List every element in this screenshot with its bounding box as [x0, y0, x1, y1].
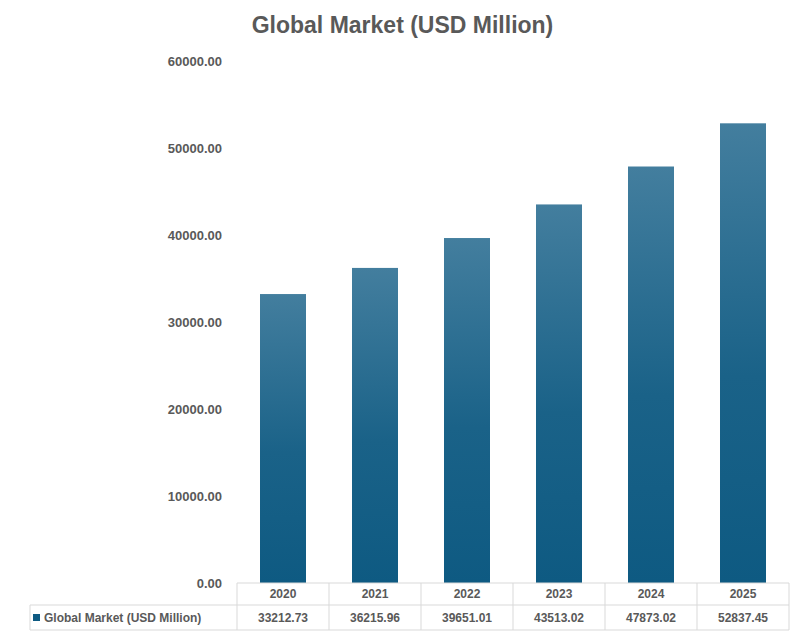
table-line	[329, 583, 330, 630]
bar	[720, 123, 766, 583]
legend-swatch	[33, 614, 40, 621]
y-tick-label: 20000.00	[168, 402, 222, 417]
bars	[260, 123, 766, 583]
table-line	[30, 605, 789, 606]
x-tick-label: 2024	[638, 587, 665, 601]
x-tick-label: 2025	[730, 587, 757, 601]
table-line	[513, 583, 514, 630]
table-line	[30, 605, 31, 630]
table-value: 39651.01	[442, 611, 492, 625]
table-value: 36215.96	[350, 611, 400, 625]
y-tick	[234, 235, 237, 236]
y-tick	[234, 322, 237, 323]
y-tick	[234, 409, 237, 410]
y-tick-label: 50000.00	[168, 141, 222, 156]
table-line	[30, 630, 789, 631]
chart-title: Global Market (USD Million)	[252, 12, 554, 38]
table-value: 43513.02	[534, 611, 584, 625]
bar	[352, 268, 398, 583]
bar	[536, 204, 582, 583]
table-line	[421, 583, 422, 630]
table-line	[605, 583, 606, 630]
y-tick-label: 10000.00	[168, 489, 222, 504]
legend-label: Global Market (USD Million)	[44, 611, 201, 625]
y-tick-label: 60000.00	[168, 54, 222, 69]
x-tick-label: 2020	[270, 587, 297, 601]
bar	[444, 238, 490, 583]
y-tick	[234, 148, 237, 149]
y-tick-label: 30000.00	[168, 315, 222, 330]
x-tick-label: 2023	[546, 587, 573, 601]
table-line	[697, 583, 698, 630]
table-value: 33212.73	[258, 611, 308, 625]
y-tick-label: 40000.00	[168, 228, 222, 243]
y-tick	[234, 496, 237, 497]
bar	[628, 167, 674, 583]
y-tick-label: 0.00	[197, 576, 222, 591]
x-tick-label: 2021	[362, 587, 389, 601]
y-tick	[234, 61, 237, 62]
x-tick-label: 2022	[454, 587, 481, 601]
table-value: 47873.02	[626, 611, 676, 625]
bar	[260, 294, 306, 583]
table-line	[237, 583, 238, 630]
table-line	[789, 583, 790, 630]
table-value: 52837.45	[718, 611, 768, 625]
chart: Global Market (USD Million) 0.00 10000.00 2…	[0, 0, 805, 637]
chart-root: Global Market (USD Million) 0.00 10000.00 2…	[0, 0, 805, 637]
